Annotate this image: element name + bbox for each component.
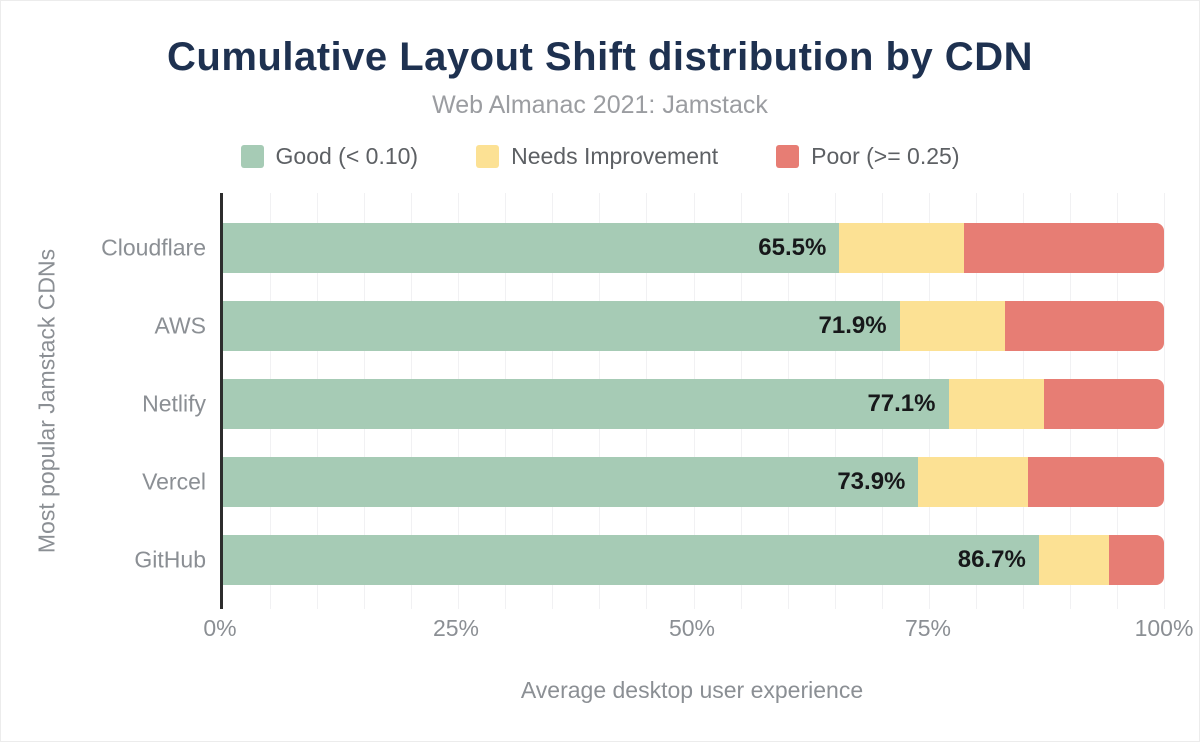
bar-segment [963, 223, 1164, 273]
category-label-github: GitHub [134, 546, 206, 573]
bar-value-label: 65.5% [758, 234, 827, 261]
bar-row-netlify: 77.1% [223, 379, 1164, 429]
x-tick-100%: 100% [1134, 615, 1194, 641]
category-label-aws: AWS [154, 312, 206, 339]
legend-item-2: Poor (>= 0.25) [776, 143, 959, 170]
bar-segment [1004, 301, 1164, 351]
legend-swatch-icon [476, 145, 500, 168]
legend-swatch-icon [240, 145, 264, 168]
chart-subtitle: Web Almanac 2021: Jamstack [432, 91, 768, 119]
legend-label: Poor (>= 0.25) [811, 143, 960, 169]
x-axis-title: Average desktop user experience [520, 677, 864, 703]
x-tick-50%: 50% [668, 615, 716, 641]
bar-segment [899, 301, 1005, 351]
legend-label: Good (< 0.10) [275, 143, 419, 169]
bar-segment: 65.5% [223, 223, 840, 273]
x-tick-25%: 25% [432, 615, 480, 641]
category-label-cloudflare: Cloudflare [101, 234, 206, 261]
bar-segment [1038, 535, 1110, 585]
bar-segment [1028, 457, 1164, 507]
bar-value-label: 71.9% [818, 312, 887, 339]
bar-value-label: 86.7% [957, 546, 1026, 573]
bar-segment: 86.7% [223, 535, 1039, 585]
bar-row-aws: 71.9% [223, 301, 1164, 351]
bar-segment: 77.1% [223, 379, 949, 429]
bar-row-github: 86.7% [223, 535, 1164, 585]
bar-segment [839, 223, 964, 273]
chart-title: Cumulative Layout Shift distribution by … [167, 35, 1033, 79]
legend-swatch-icon [776, 145, 800, 168]
bar-value-label: 77.1% [867, 390, 936, 417]
bar-row-cloudflare: 65.5% [223, 223, 1164, 273]
gridline [1164, 193, 1165, 609]
category-label-netlify: Netlify [142, 390, 206, 417]
legend: Good (< 0.10) Needs Improvement Poor (>= 0… [1, 143, 1199, 170]
category-label-vercel: Vercel [142, 468, 206, 495]
bar-segment: 71.9% [223, 301, 900, 351]
legend-item-0: Good (< 0.10) [240, 143, 419, 170]
x-tick-75%: 75% [904, 615, 952, 641]
legend-label: Needs Improvement [511, 143, 719, 169]
bar-segment: 73.9% [223, 457, 919, 507]
bar-segment [918, 457, 1029, 507]
legend-item-1: Needs Improvement [476, 143, 718, 170]
bar-segment [1044, 379, 1164, 429]
plot-area: 65.5% 71.9% 77.1% 73.9% 86.7% [220, 193, 1165, 609]
bar-segment [1109, 535, 1164, 585]
bar-value-label: 73.9% [837, 468, 906, 495]
x-tick-0%: 0% [203, 615, 237, 641]
bar-row-vercel: 73.9% [223, 457, 1164, 507]
bar-segment [948, 379, 1045, 429]
